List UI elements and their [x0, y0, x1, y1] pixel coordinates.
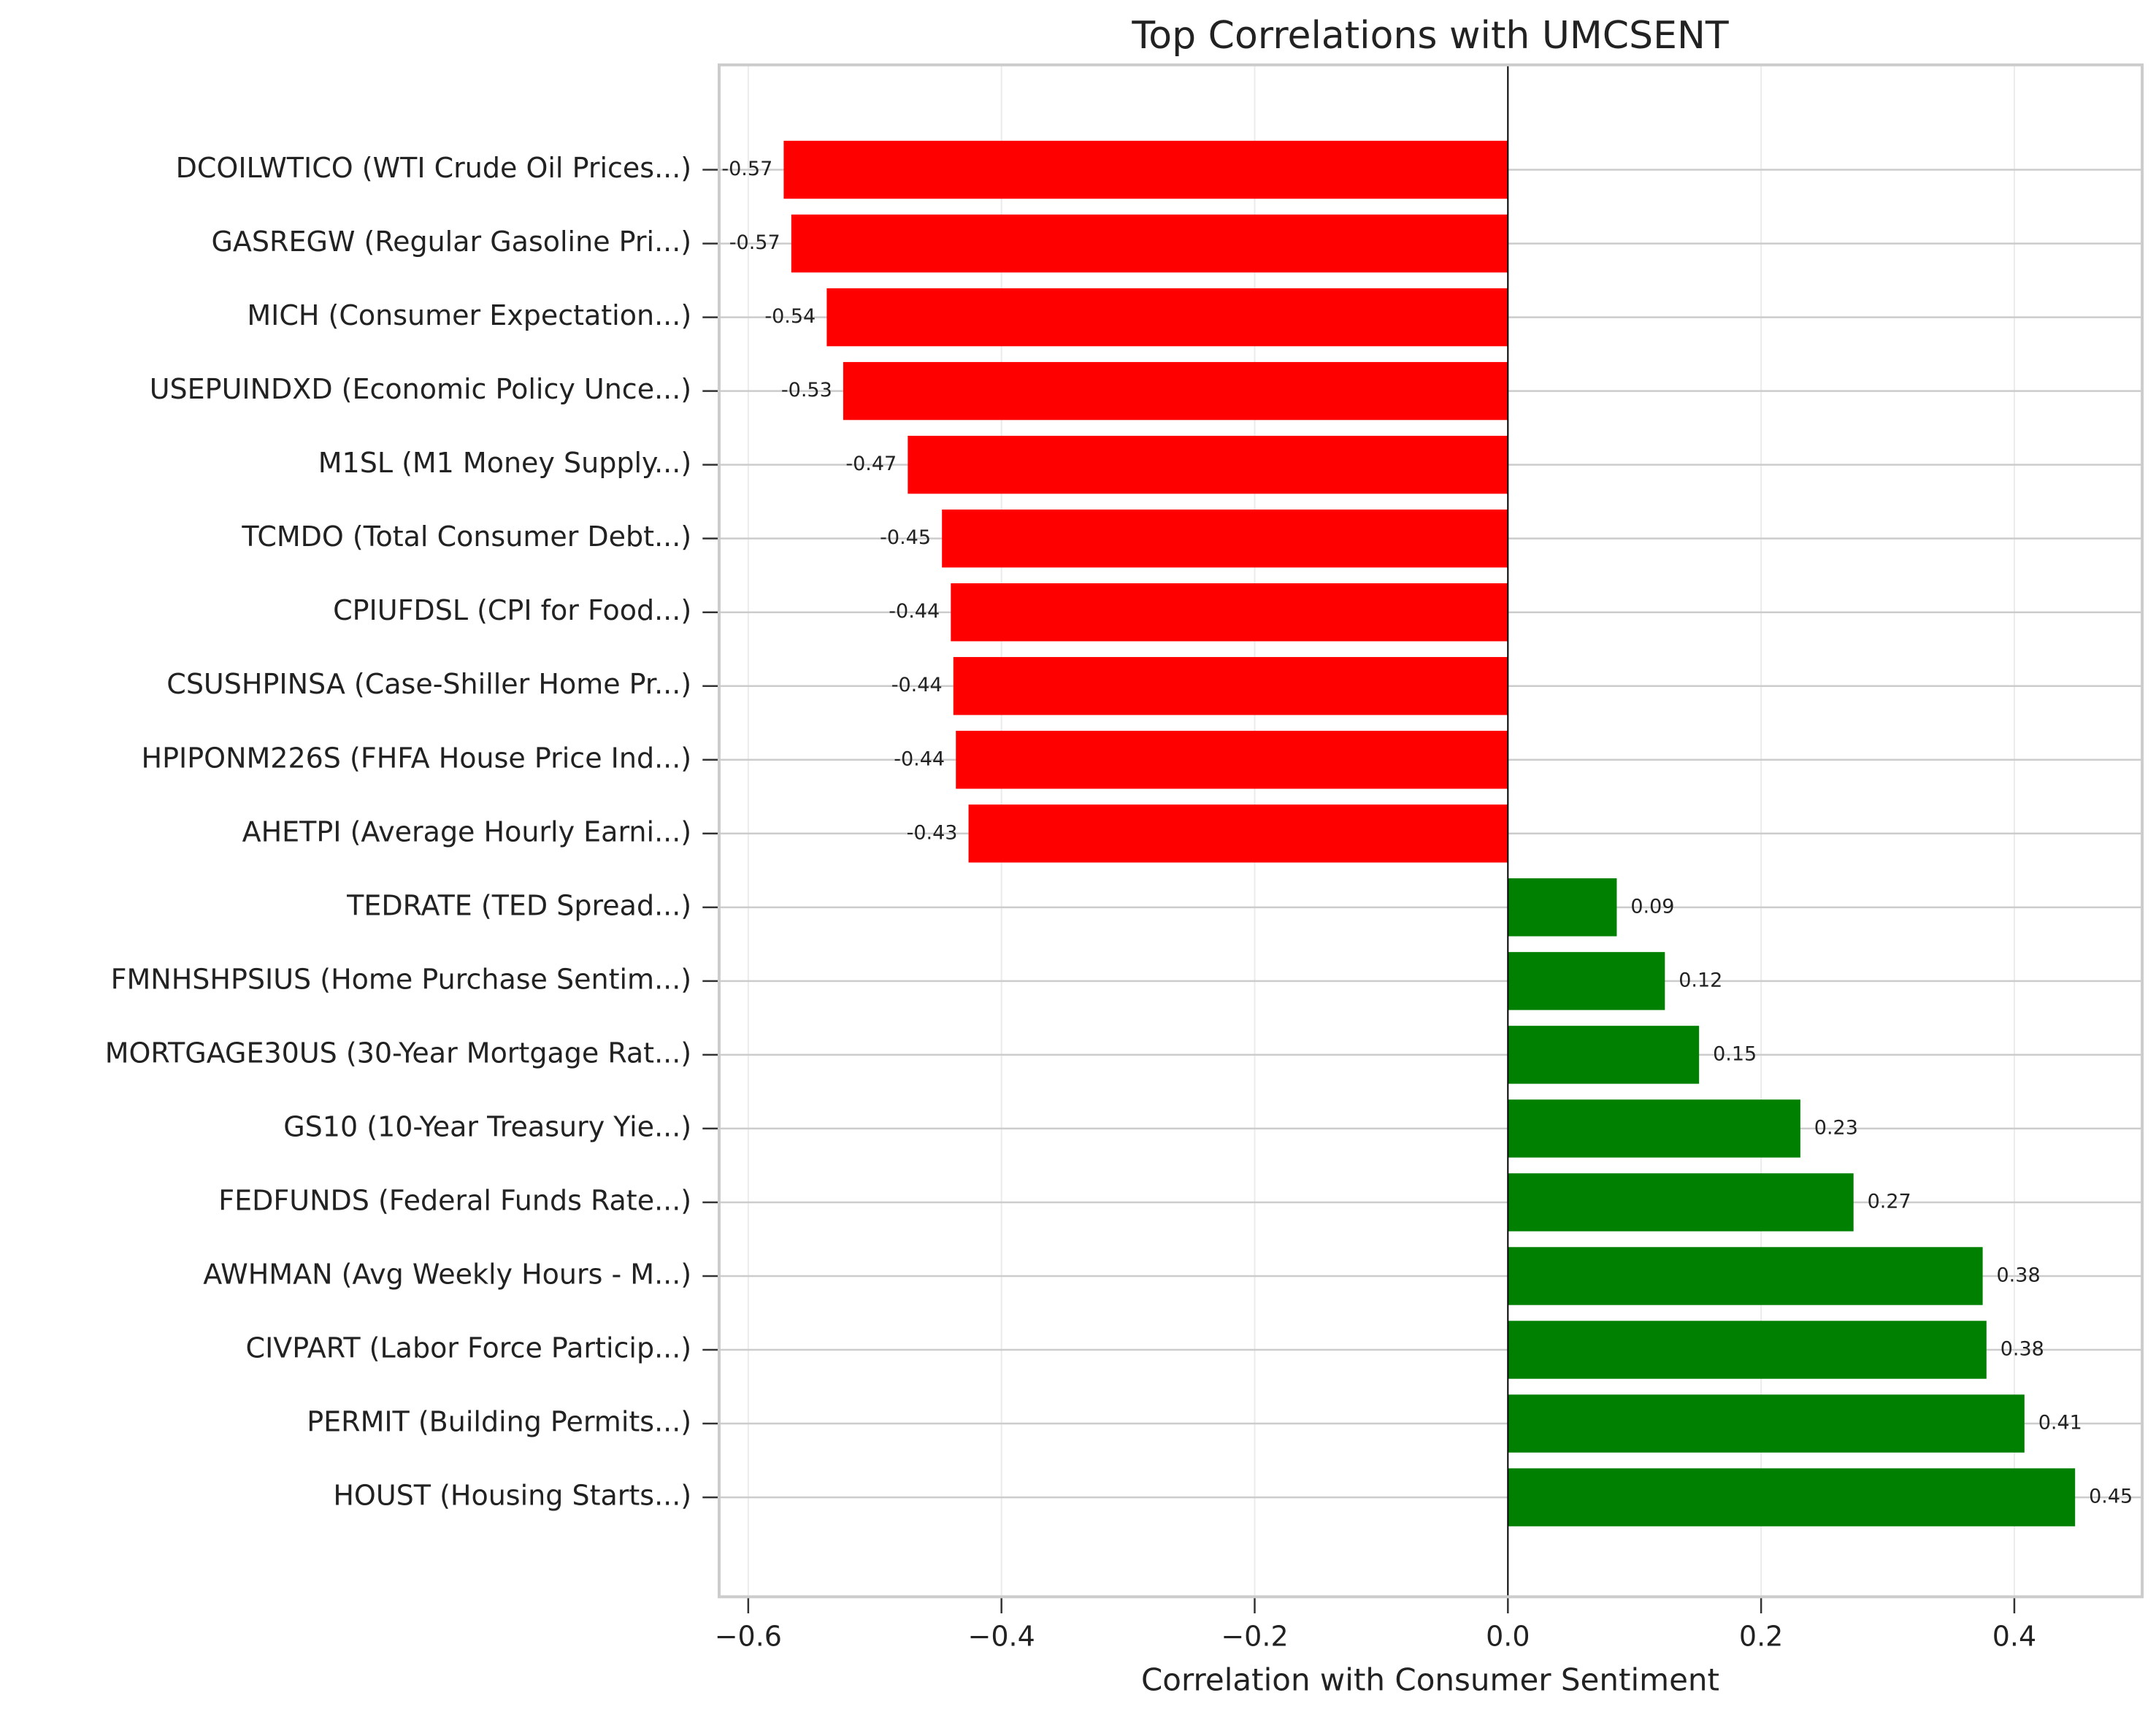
bar — [826, 288, 1508, 347]
value-label: 0.38 — [1997, 1264, 2041, 1286]
y-tick-label: FMNHSHPSIUS (Home Purchase Sentim...) — [111, 963, 691, 995]
axes-frame — [717, 63, 2144, 1599]
value-label: 0.38 — [2000, 1338, 2044, 1361]
value-label: -0.44 — [889, 600, 940, 623]
bar — [908, 435, 1508, 494]
y-tick-label: GS10 (10-Year Treasury Yie...) — [283, 1110, 691, 1142]
y-tick-label: CPIUFDSL (CPI for Food...) — [333, 594, 691, 626]
bar — [1508, 1173, 1854, 1232]
value-label: -0.54 — [764, 305, 816, 328]
y-tick-label: HPIPONM226S (FHFA House Price Ind...) — [142, 742, 692, 774]
y-tick-label: CSUSHPINSA (Case-Shiller Home Pr...) — [166, 668, 691, 700]
value-label: -0.57 — [721, 158, 772, 180]
bar — [1508, 1099, 1800, 1158]
chart-title: Top Correlations with UMCSENT — [1131, 14, 1728, 58]
value-label: -0.45 — [880, 526, 931, 549]
x-tick-label: 0.0 — [1486, 1621, 1530, 1653]
bar — [1508, 1026, 1700, 1084]
bar — [843, 361, 1508, 420]
bar — [1508, 1468, 2076, 1526]
bar — [953, 657, 1508, 715]
bar — [1508, 878, 1617, 937]
value-label: -0.44 — [894, 748, 945, 770]
value-label: -0.47 — [845, 453, 897, 475]
bar — [968, 804, 1508, 863]
x-tick-label: 0.2 — [1739, 1621, 1783, 1653]
bar — [1508, 1247, 1983, 1305]
value-label: -0.57 — [729, 231, 780, 254]
y-tick-label: HOUST (Housing Starts...) — [333, 1480, 691, 1512]
x-tick-label: −0.2 — [1221, 1621, 1288, 1653]
y-tick-label: FEDFUNDS (Federal Funds Rate...) — [218, 1184, 691, 1216]
y-tick-label: CIVPART (Labor Force Particip...) — [246, 1332, 692, 1364]
y-tick-label: MORTGAGE30US (30-Year Mortgage Rat...) — [105, 1037, 691, 1069]
value-label: 0.09 — [1630, 895, 1674, 918]
value-label: -0.43 — [907, 821, 958, 844]
x-tick-label: −0.6 — [715, 1621, 782, 1653]
y-tick-label: TCMDO (Total Consumer Debt...) — [241, 521, 691, 553]
y-tick-label: M1SL (M1 Money Supply...) — [318, 447, 691, 479]
y-tick-label: AHETPI (Average Hourly Earni...) — [242, 815, 692, 848]
value-label: -0.53 — [781, 379, 832, 402]
y-tick-label: DCOILWTICO (WTI Crude Oil Prices...) — [176, 152, 692, 184]
bar — [951, 583, 1508, 642]
value-label: 0.41 — [2038, 1412, 2082, 1434]
value-label: 0.15 — [1713, 1042, 1757, 1065]
bar — [956, 731, 1508, 789]
bar — [942, 509, 1508, 568]
value-label: 0.12 — [1679, 969, 1722, 991]
y-tick-label: AWHMAN (Avg Weekly Hours - M...) — [203, 1258, 691, 1290]
value-label: 0.45 — [2089, 1486, 2133, 1508]
y-tick-label: TEDRATE (TED Spread...) — [346, 889, 691, 921]
y-tick-label: MICH (Consumer Expectation...) — [247, 299, 691, 331]
x-tick-label: 0.4 — [1992, 1621, 2036, 1653]
x-tick-label: −0.4 — [968, 1621, 1035, 1653]
y-tick-label: GASREGW (Regular Gasoline Pri...) — [211, 226, 691, 258]
bar — [783, 140, 1508, 199]
y-tick-label: USEPUINDXD (Economic Policy Unce...) — [150, 373, 691, 405]
bar — [1508, 1321, 1987, 1379]
y-tick-label: PERMIT (Building Permits...) — [307, 1406, 691, 1438]
bar — [1508, 952, 1665, 1010]
value-label: 0.27 — [1868, 1190, 1911, 1213]
bar — [791, 214, 1508, 273]
bar — [1508, 1394, 2025, 1453]
value-label: -0.44 — [891, 674, 943, 696]
value-label: 0.23 — [1814, 1116, 1858, 1139]
x-axis-label: Correlation with Consumer Sentiment — [1141, 1662, 1719, 1698]
